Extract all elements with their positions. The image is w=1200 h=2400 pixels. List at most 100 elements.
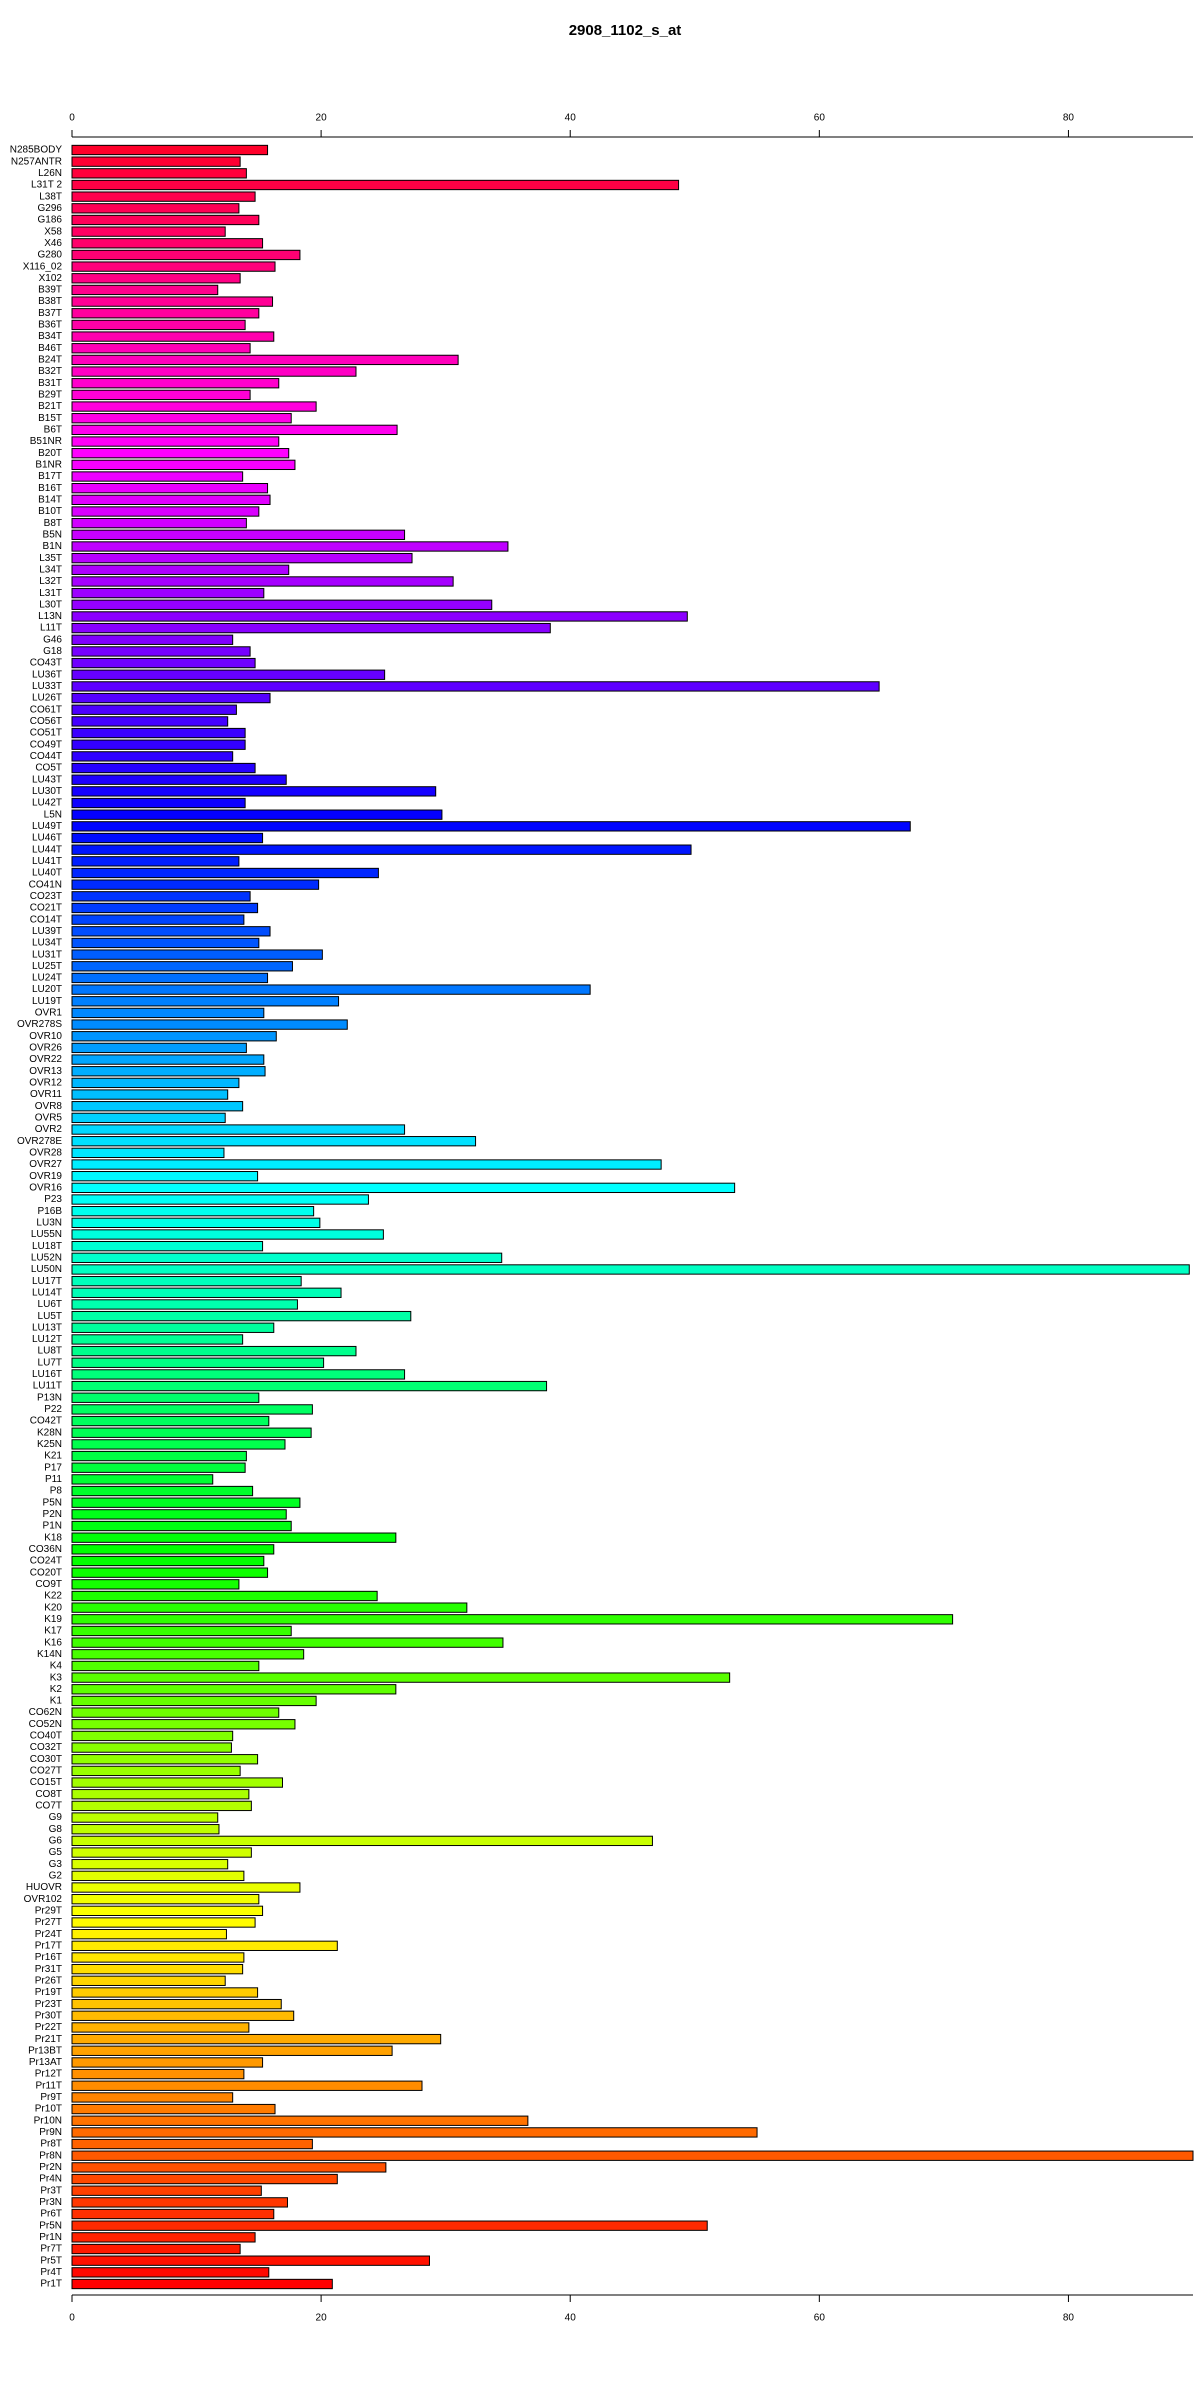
bar <box>71 564 290 575</box>
bar <box>71 1672 731 1683</box>
bar <box>71 762 256 774</box>
y-tick-label: K4 <box>50 1661 63 1672</box>
y-tick-label: LU3N <box>36 1217 62 1228</box>
bar <box>71 797 246 809</box>
y-tick-label: LU19T <box>32 996 62 1007</box>
bar <box>71 378 280 389</box>
bar <box>71 319 246 331</box>
bar <box>71 1579 240 1590</box>
y-tick-label: Pr30T <box>35 2010 62 2021</box>
bar <box>71 1404 313 1415</box>
y-tick-label: CO20T <box>30 1567 62 1578</box>
y-tick-label: LU52N <box>31 1252 62 1263</box>
y-tick-label: L13N <box>38 611 62 622</box>
bar <box>71 1112 226 1124</box>
y-tick-label: CO62N <box>29 1707 62 1718</box>
y-tick-label: B39T <box>38 285 62 296</box>
bar <box>71 739 246 750</box>
bar <box>71 1637 504 1648</box>
bar <box>71 343 251 354</box>
y-tick-label: CO40T <box>30 1731 62 1742</box>
y-tick-label: CO24T <box>30 1556 62 1567</box>
y-tick-label: LU33T <box>32 681 62 692</box>
bar <box>71 471 244 482</box>
bar <box>71 203 240 214</box>
bar <box>71 2092 234 2103</box>
bar <box>71 1019 348 1030</box>
y-tick-label: OVR278S <box>17 1019 62 1030</box>
y-tick-label: LU26T <box>32 693 62 704</box>
bar <box>71 308 260 319</box>
bar <box>71 2010 295 2021</box>
y-tick-label: LU8T <box>38 1346 62 1357</box>
y-tick-label: OVR102 <box>24 1894 63 1905</box>
bar <box>71 1310 412 1322</box>
y-tick-label: B8T <box>44 518 62 529</box>
bar <box>71 704 237 715</box>
x-tick-label: 80 <box>1063 113 1075 124</box>
y-tick-label: K17 <box>44 1626 62 1637</box>
bar <box>71 1859 229 1870</box>
bar <box>71 914 245 925</box>
bar <box>71 646 251 657</box>
bar <box>71 2115 529 2126</box>
bar <box>71 1719 296 1730</box>
bar <box>71 949 323 960</box>
y-tick-label: LU50N <box>31 1264 62 1275</box>
bar <box>71 1124 406 1135</box>
y-tick-label: OVR22 <box>29 1054 62 1065</box>
bar <box>71 2068 245 2080</box>
bar <box>71 156 241 167</box>
bar <box>71 2022 250 2033</box>
bar <box>71 1392 260 1403</box>
bar <box>71 809 443 820</box>
y-tick-label: K2 <box>50 1684 63 1695</box>
y-tick-label: X102 <box>39 273 63 284</box>
y-tick-label: L26N <box>38 168 62 179</box>
bar <box>71 634 234 645</box>
bar <box>71 1870 245 1882</box>
y-tick-label: B17T <box>38 471 62 482</box>
bar <box>71 2278 333 2290</box>
bar <box>71 1077 240 1089</box>
y-tick-label: B24T <box>38 355 62 366</box>
bar <box>71 937 260 949</box>
bar <box>71 1824 220 1835</box>
bar <box>71 226 226 237</box>
bar <box>71 1275 302 1287</box>
y-tick-label: Pr3N <box>39 2197 62 2208</box>
y-tick-label: X46 <box>44 238 62 249</box>
y-tick-label: LU40T <box>32 868 62 879</box>
bar <box>71 517 247 529</box>
bar <box>71 2127 758 2138</box>
bar <box>71 1474 214 1485</box>
bar <box>71 2185 262 2196</box>
bar <box>71 1031 277 1042</box>
y-tick-label: LU11T <box>33 1381 62 1392</box>
bar <box>71 1509 287 1520</box>
bar <box>71 1777 283 1788</box>
bar <box>71 2220 708 2231</box>
y-tick-label: B10T <box>38 506 62 517</box>
y-tick-label: Pr13AT <box>29 2057 62 2068</box>
y-tick-label: CO32T <box>30 1742 62 1753</box>
y-tick-label: P16B <box>38 1206 63 1217</box>
bar <box>71 191 256 202</box>
y-tick-label: Pr4N <box>39 2174 62 2185</box>
bar <box>71 2162 387 2173</box>
bar <box>71 2197 288 2208</box>
y-tick-label: Pr10N <box>34 2115 62 2126</box>
y-tick-label: B31T <box>38 378 62 389</box>
bar <box>71 249 301 261</box>
y-tick-label: LU31T <box>32 949 62 960</box>
bar <box>71 926 271 937</box>
bar <box>71 1497 301 1508</box>
bar <box>71 751 234 762</box>
bar <box>71 1905 264 1917</box>
bar <box>71 273 241 284</box>
y-tick-label: L34T <box>39 564 62 575</box>
y-tick-label: LU13T <box>32 1322 62 1333</box>
y-tick-label: P22 <box>44 1404 62 1415</box>
